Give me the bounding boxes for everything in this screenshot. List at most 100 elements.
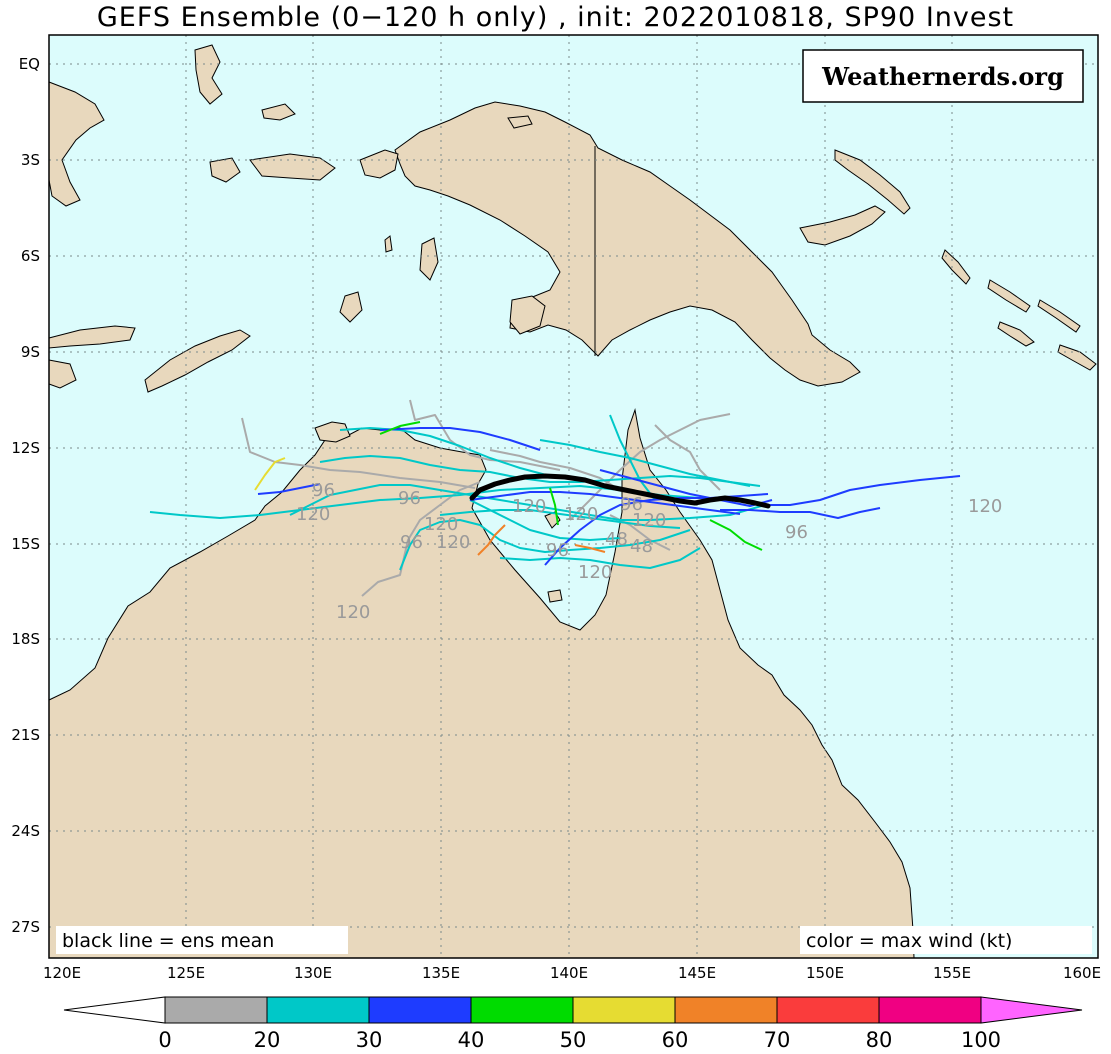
map-title: GEFS Ensemble (0−120 h only) , init: 202… <box>96 2 1015 33</box>
hour-label: 96 <box>400 532 423 553</box>
colorbar-label-60: 60 <box>662 1028 689 1052</box>
track-teal-7 <box>339 427 581 481</box>
legend-mean-text: black line = ens mean <box>62 930 274 952</box>
colorbar-segment-4 <box>572 996 676 1024</box>
colorbar-segment-1 <box>266 996 370 1024</box>
track-teal-9 <box>439 509 681 529</box>
land-australia <box>48 408 915 959</box>
map-border <box>48 34 1099 959</box>
colorbar-segment-2 <box>368 996 472 1024</box>
colorbar-label-80: 80 <box>866 1028 893 1052</box>
track-blue-2 <box>720 507 881 519</box>
lon-label-120e: 120E <box>43 964 81 982</box>
track-teal-5 <box>499 547 701 569</box>
land-buru <box>209 157 241 183</box>
track-orange-2 <box>574 544 606 553</box>
land-mornington <box>547 589 563 603</box>
track-green-3 <box>549 487 559 526</box>
land-group <box>48 44 1097 959</box>
land-aru <box>419 237 439 281</box>
hour-label: 48 <box>605 529 628 550</box>
land-bougainville <box>941 249 971 285</box>
lat-label-15s: 15S <box>11 535 40 553</box>
lon-label-150e: 150E <box>806 964 844 982</box>
hour-label: 96 <box>312 480 335 501</box>
land-solomon-3 <box>997 321 1035 347</box>
lon-axis: 120E 125E 130E 135E 140E 145E 150E 155E … <box>43 964 1101 982</box>
land-new-ireland <box>834 149 911 215</box>
hour-label: 96 <box>620 494 643 515</box>
legend-mean: black line = ens mean <box>56 926 348 954</box>
track-blue-1 <box>760 475 961 506</box>
track-teal-3 <box>399 519 691 571</box>
legend-color-box <box>800 926 1092 954</box>
land-seram <box>249 153 336 181</box>
land-new-guinea <box>394 101 861 387</box>
colorbar-label-0: 0 <box>158 1028 171 1052</box>
land-solomon-2 <box>1037 299 1081 333</box>
lon-label-135e: 135E <box>422 964 460 982</box>
hour-label: 120 <box>632 510 666 531</box>
colorbar <box>63 996 1083 1024</box>
track-gray-4 <box>569 413 731 521</box>
lat-label-12s: 12S <box>11 439 40 457</box>
legend-mean-box <box>56 926 348 954</box>
land-biak <box>507 115 533 129</box>
colorbar-low-arrow <box>63 996 166 1024</box>
lon-label-145e: 145E <box>678 964 716 982</box>
track-blue-3 <box>379 427 541 451</box>
hour-label: 96 <box>785 522 808 543</box>
land-kai <box>384 235 393 253</box>
lat-label-18s: 18S <box>11 630 40 648</box>
land-new-britain <box>799 205 886 246</box>
track-green-2 <box>709 519 763 551</box>
hour-label: 120 <box>578 562 612 583</box>
colorbar-label-20: 20 <box>254 1028 281 1052</box>
land-halmahera <box>194 44 223 105</box>
land-waigeo <box>261 103 296 121</box>
lat-label-3s: 3S <box>21 151 40 169</box>
watermark: Weathernerds.org <box>802 49 1084 103</box>
hour-label: 96 <box>546 540 569 561</box>
lon-label-125e: 125E <box>167 964 205 982</box>
watermark-box <box>802 49 1084 103</box>
ensemble-mean-track <box>469 473 771 509</box>
land-solomon-1 <box>987 279 1031 313</box>
track-gray-3 <box>409 399 561 471</box>
lat-label-24s: 24S <box>11 822 40 840</box>
track-teal-2 <box>289 484 766 521</box>
land-bird-head <box>359 149 399 179</box>
hour-label: 120 <box>968 496 1002 517</box>
ensemble-tracks <box>149 399 961 597</box>
legend-color: color = max wind (kt) <box>800 926 1092 954</box>
lon-label-160e: 160E <box>1063 964 1101 982</box>
colorbar-label-50: 50 <box>560 1028 587 1052</box>
track-blue-5 <box>469 491 741 515</box>
colorbar-segment-7 <box>878 996 982 1024</box>
colorbar-label-40: 40 <box>458 1028 485 1052</box>
track-orange-1 <box>477 524 506 556</box>
colorbar-segment-0 <box>164 996 268 1024</box>
track-teal-10 <box>609 414 656 501</box>
land-flores <box>48 325 136 349</box>
legend-color-text: color = max wind (kt) <box>806 930 1012 952</box>
lat-label-9s: 9S <box>21 343 40 361</box>
lon-label-140e: 140E <box>550 964 588 982</box>
colorbar-segment-6 <box>776 996 880 1024</box>
colorbar-label-30: 30 <box>356 1028 383 1052</box>
land-melville <box>314 421 351 443</box>
hour-label: 96 <box>398 488 421 509</box>
track-blue-6 <box>599 469 773 507</box>
lon-label-155e: 155E <box>933 964 971 982</box>
land-tanimbar <box>339 291 363 323</box>
colorbar-labels: 0 20 30 40 50 60 70 80 100 <box>158 1028 1001 1052</box>
hour-label: 120 <box>564 504 598 525</box>
lat-label-eq: EQ <box>19 55 40 73</box>
colorbar-high-arrow <box>980 996 1083 1024</box>
lat-label-21s: 21S <box>11 726 40 744</box>
forecast-hour-labels: 120 96 120 96 120 120 96 120 120 96 120 … <box>296 480 1002 623</box>
watermark-text: Weathernerds.org <box>821 62 1064 91</box>
colorbar-segment-5 <box>674 996 778 1024</box>
track-yellow-1 <box>254 457 286 491</box>
